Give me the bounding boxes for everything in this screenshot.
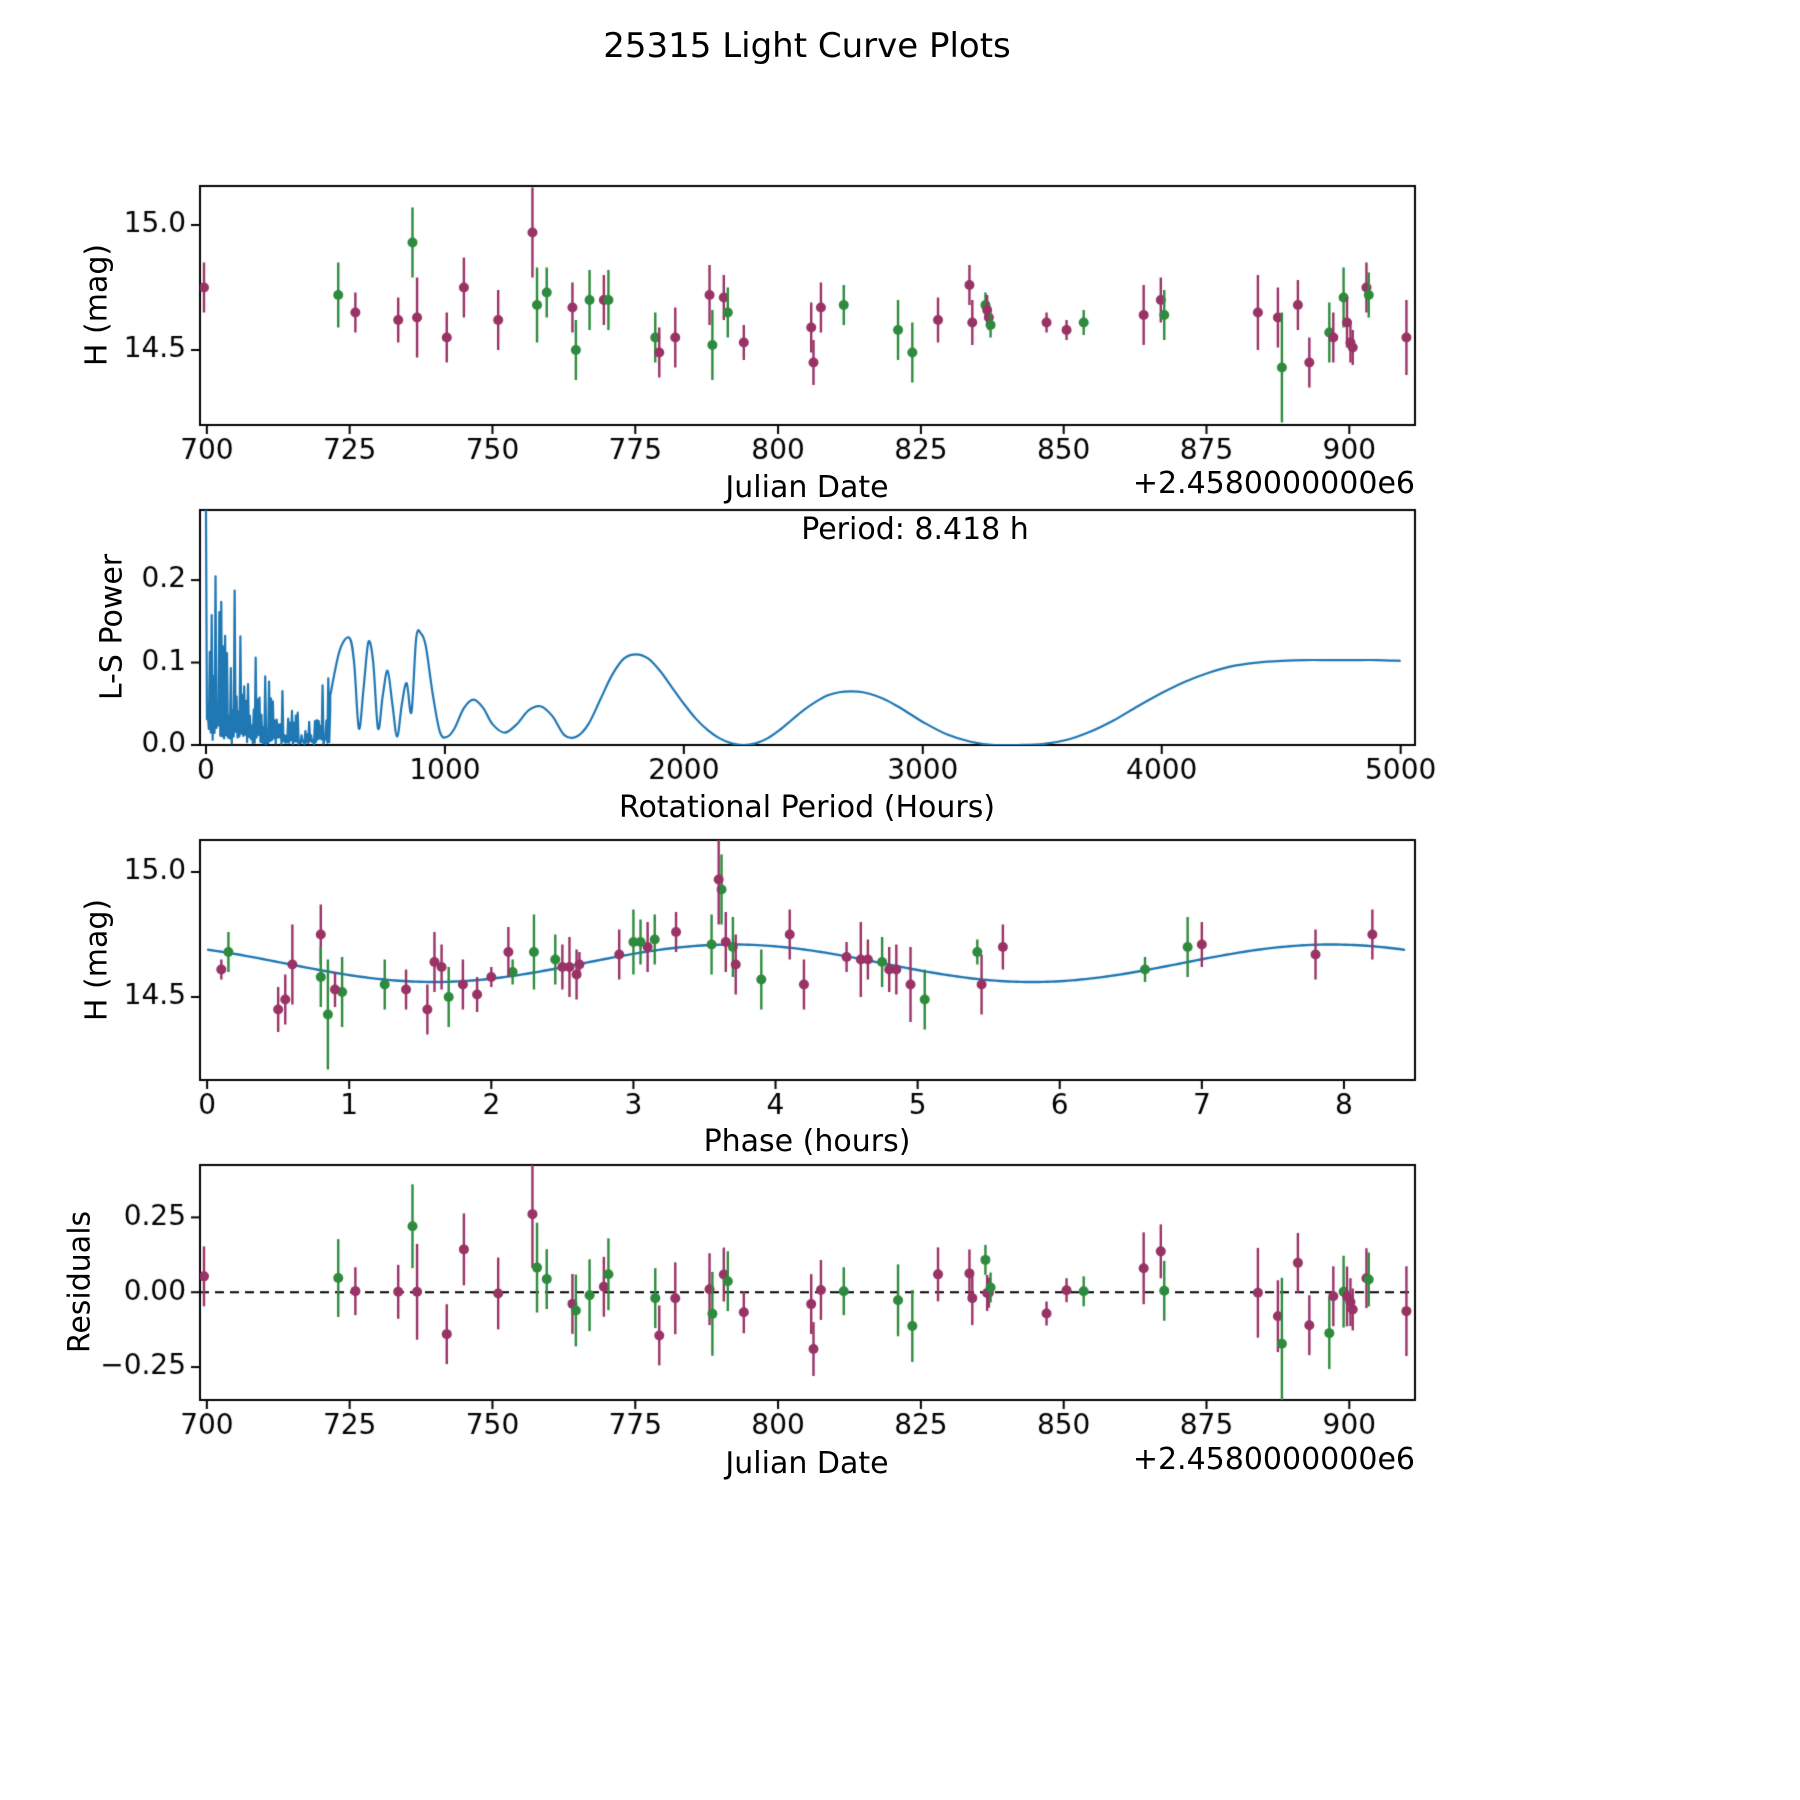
lightcurve-offset-text: +2.4580000000e6: [1132, 466, 1415, 501]
periodogram-ylabel: L-S Power: [94, 553, 130, 701]
residuals-xlabel: Julian Date: [725, 1446, 889, 1481]
periodogram-xlabel: Rotational Period (Hours): [618, 790, 996, 825]
lightcurve-xlabel: Julian Date: [725, 470, 889, 505]
period-annotation: Period: 8.418 h: [801, 512, 1029, 547]
residuals-offset-text: +2.4580000000e6: [1132, 1442, 1415, 1477]
figure-title: 25315 Light Curve Plots: [603, 26, 1011, 66]
lightcurve-ylabel: H (mag): [79, 243, 115, 367]
phase-xlabel: Phase (hours): [703, 1124, 911, 1159]
phase-ylabel: H (mag): [79, 898, 115, 1022]
residuals-ylabel: Residuals: [62, 1210, 98, 1354]
